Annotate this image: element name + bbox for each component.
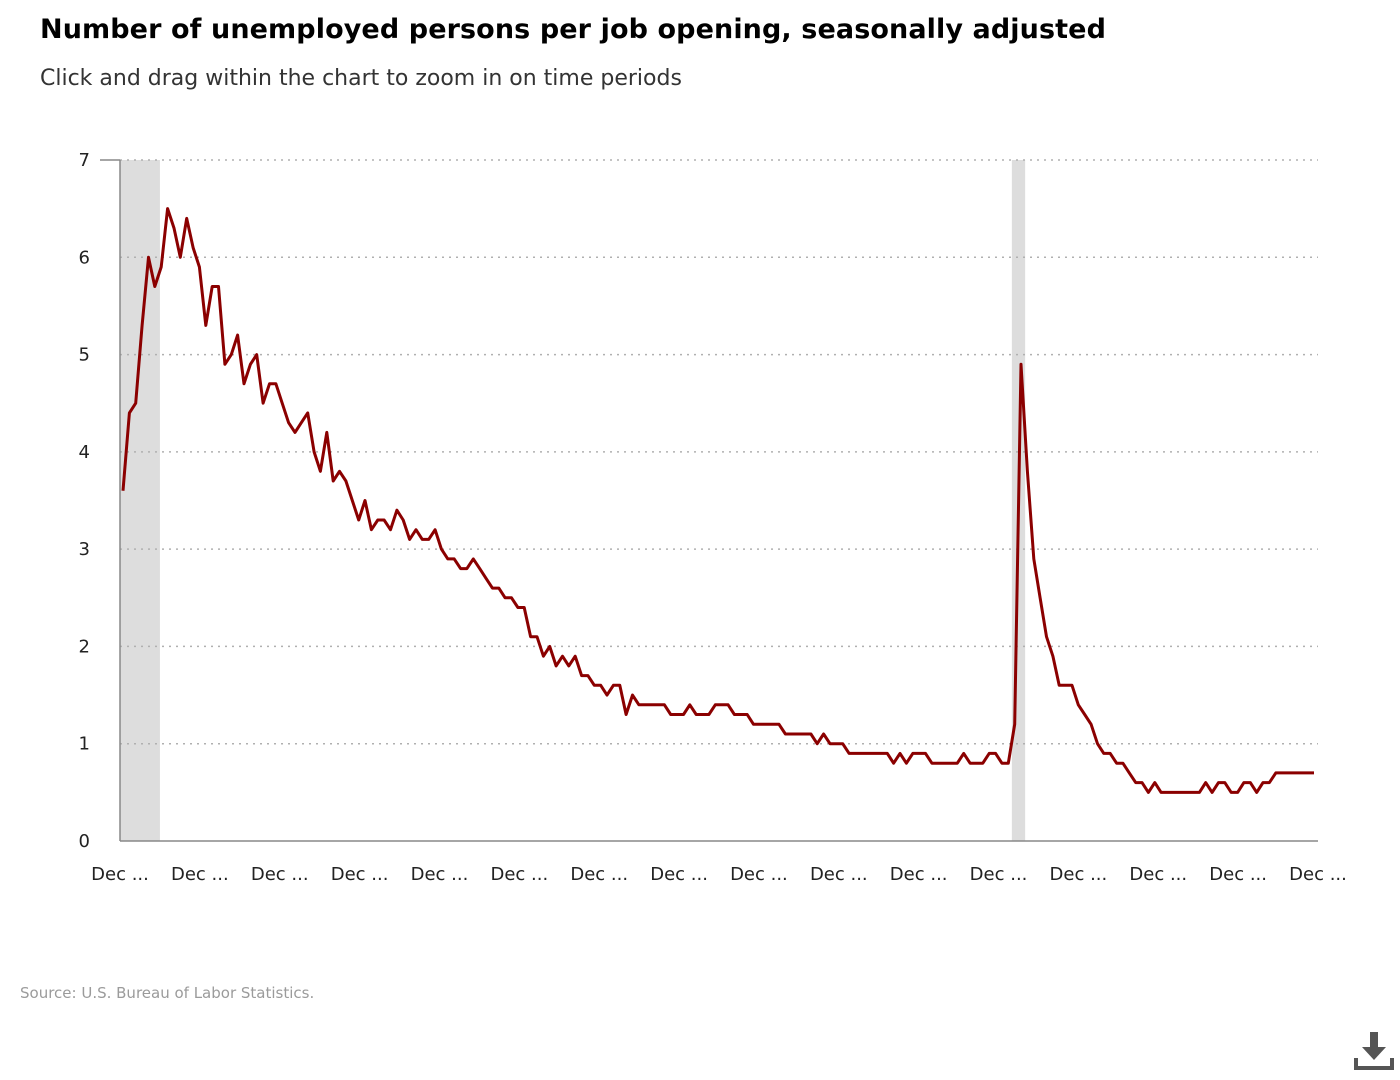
x-tick-label-13: Dec ...	[1129, 864, 1187, 885]
x-tick-label-15: Dec ...	[1289, 864, 1347, 885]
source-note: Source: U.S. Bureau of Labor Statistics.	[20, 984, 315, 1002]
y-tick-label-1: 1	[79, 734, 90, 755]
x-tick-label-9: Dec ...	[810, 864, 868, 885]
x-tick-label-1: Dec ...	[171, 864, 229, 885]
chart-title: Number of unemployed persons per job ope…	[40, 14, 1106, 45]
x-tick-label-12: Dec ...	[1050, 864, 1108, 885]
x-tick-label-8: Dec ...	[730, 864, 788, 885]
x-tick-label-7: Dec ...	[650, 864, 708, 885]
x-tick-label-2: Dec ...	[251, 864, 309, 885]
x-tick-label-5: Dec ...	[490, 864, 548, 885]
x-tick-label-10: Dec ...	[890, 864, 948, 885]
chart-subtitle: Click and drag within the chart to zoom …	[40, 66, 682, 91]
x-tick-label-4: Dec ...	[411, 864, 469, 885]
download-button[interactable]	[1352, 1030, 1396, 1074]
recession-band-0	[120, 160, 160, 841]
x-tick-label-14: Dec ...	[1209, 864, 1267, 885]
y-tick-label-2: 2	[79, 636, 90, 657]
x-tick-label-3: Dec ...	[331, 864, 389, 885]
x-tick-label-6: Dec ...	[570, 864, 628, 885]
y-tick-label-3: 3	[79, 539, 90, 560]
download-icon	[1354, 1032, 1394, 1070]
y-tick-label-0: 0	[79, 831, 90, 852]
x-tick-label-0: Dec ...	[91, 864, 149, 885]
line-chart[interactable]: 0 1 2 3 4 5 6 7 Dec ... Dec ... Dec ... Dec ... Dec …	[0, 0, 1400, 960]
y-tick-label-7: 7	[79, 150, 90, 171]
y-tick-label-5: 5	[79, 345, 90, 366]
x-tick-label-11: Dec ...	[970, 864, 1028, 885]
y-tick-label-4: 4	[79, 442, 90, 463]
y-tick-label-6: 6	[79, 247, 90, 268]
series-line	[121, 207, 1314, 794]
